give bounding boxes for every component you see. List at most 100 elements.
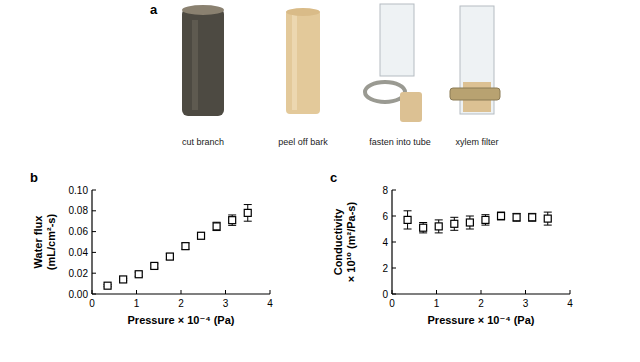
- branch-photo: [182, 8, 224, 116]
- y-tick: [392, 216, 396, 217]
- x-tick: [181, 290, 182, 294]
- error-cap: [404, 210, 412, 211]
- y-tick: [92, 231, 96, 232]
- error-cap: [544, 225, 552, 226]
- branch-top: [182, 5, 224, 15]
- error-bar: [244, 205, 252, 222]
- x-tick: [436, 290, 437, 294]
- filter-clamp: [450, 88, 500, 100]
- step-label: fasten into tube: [369, 137, 431, 147]
- error-bar: [404, 211, 412, 229]
- point: [420, 224, 427, 231]
- y-axis-label: Conductivity: [332, 208, 344, 275]
- x-tick: [392, 290, 393, 294]
- panel-label: b: [30, 170, 38, 185]
- y-tick-label: 0.06: [69, 226, 89, 237]
- figure: acut branchpeel off barkfasten into tube…: [0, 0, 640, 362]
- x-tick-label: 2: [178, 298, 184, 309]
- xylem-piece: [400, 92, 422, 122]
- x-tick: [270, 290, 271, 294]
- error-bar: [419, 223, 427, 233]
- error-cap: [544, 212, 552, 213]
- x-tick-label: 1: [134, 298, 140, 309]
- y-tick-label: 4: [382, 237, 388, 248]
- chart: b012340.000.020.040.060.080.10Pressure ×…: [30, 170, 273, 326]
- error-cap: [228, 214, 236, 215]
- y-tick: [392, 242, 396, 243]
- error-cap: [481, 214, 489, 215]
- step-label: cut branch: [182, 137, 224, 147]
- y-tick-label: 0: [382, 289, 388, 300]
- chart: c0123402468Pressure × 10⁻⁴ (Pa)Conductiv…: [330, 170, 573, 326]
- error-bar: [528, 213, 536, 221]
- clamp-photo: [365, 82, 405, 102]
- x-tick: [92, 290, 93, 294]
- error-bar: [197, 233, 205, 239]
- x-tick: [136, 290, 137, 294]
- x-tick-label: 2: [478, 298, 484, 309]
- error-cap: [228, 225, 236, 226]
- point: [482, 216, 489, 223]
- x-axis-label: Pressure × 10⁻⁴ (Pa): [428, 314, 535, 326]
- point: [135, 271, 142, 278]
- panel-label: c: [330, 170, 337, 185]
- y-axis-label: × 10¹⁰ (m²/Pa-s): [345, 202, 357, 283]
- error-bar: [213, 222, 221, 230]
- x-tick-label: 3: [223, 298, 229, 309]
- point: [404, 216, 411, 223]
- y-tick-label: 0.02: [69, 268, 89, 279]
- point: [529, 214, 536, 221]
- data-group: [104, 205, 252, 290]
- x-tick-label: 4: [267, 298, 273, 309]
- y-tick: [92, 190, 96, 191]
- photo-group: [182, 4, 500, 122]
- x-tick-label: 4: [567, 298, 573, 309]
- point: [166, 253, 173, 260]
- error-bar: [513, 213, 521, 221]
- x-tick: [570, 290, 571, 294]
- branch-shade: [192, 20, 198, 110]
- y-tick-label: 0.00: [69, 289, 89, 300]
- y-axis: [91, 190, 92, 294]
- xylem-top: [286, 8, 320, 16]
- error-cap: [419, 232, 427, 233]
- error-bar: [481, 215, 489, 225]
- y-tick-label: 2: [382, 263, 388, 274]
- point: [104, 282, 111, 289]
- y-tick: [92, 294, 96, 295]
- x-tick-label: 3: [523, 298, 529, 309]
- x-tick: [225, 290, 226, 294]
- error-bar: [544, 212, 552, 225]
- y-tick: [92, 252, 96, 253]
- error-bar: [466, 216, 474, 229]
- y-tick: [392, 190, 396, 191]
- error-bar: [497, 212, 505, 220]
- error-cap: [404, 229, 412, 230]
- error-cap: [450, 217, 458, 218]
- point: [244, 209, 251, 216]
- error-bar: [181, 243, 189, 249]
- y-tick: [392, 294, 396, 295]
- error-cap: [435, 219, 443, 220]
- point: [213, 223, 220, 230]
- xylem-shade: [292, 14, 297, 110]
- error-cap: [244, 221, 252, 222]
- x-tick: [481, 290, 482, 294]
- y-tick: [92, 273, 96, 274]
- x-tick-label: 1: [434, 298, 440, 309]
- x-tick-label: 0: [89, 298, 95, 309]
- point: [513, 214, 520, 221]
- error-cap: [419, 222, 427, 223]
- y-axis-label: Water flux: [32, 215, 44, 269]
- y-tick: [392, 268, 396, 269]
- error-bar: [166, 253, 174, 259]
- error-cap: [244, 204, 252, 205]
- x-axis-label: Pressure × 10⁻⁴ (Pa): [128, 314, 235, 326]
- point: [198, 232, 205, 239]
- error-bar: [450, 217, 458, 230]
- error-bar: [228, 215, 236, 225]
- error-cap: [466, 229, 474, 230]
- point: [151, 262, 158, 269]
- point: [182, 243, 189, 250]
- error-cap: [466, 216, 474, 217]
